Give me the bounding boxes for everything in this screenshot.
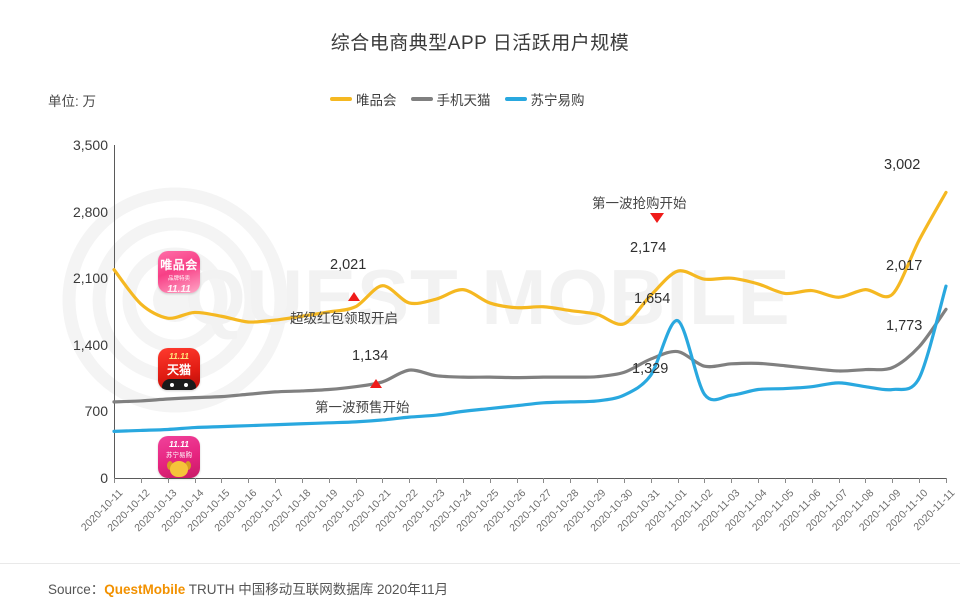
series-line-苏宁易购 bbox=[112, 284, 948, 433]
series-line-唯品会 bbox=[112, 190, 948, 326]
y-axis-ticks: 0 700 1,400 2,100 2,800 3,500 bbox=[34, 137, 108, 486]
legend-swatch-suning bbox=[504, 97, 527, 101]
source-prefix: Source： bbox=[48, 582, 105, 597]
legend-label-tmall: 手机天猫 bbox=[436, 93, 491, 108]
suning-dog-icon bbox=[170, 461, 188, 477]
y-axis-tick-label: 3,500 bbox=[72, 137, 108, 153]
source-line: Source：QuestMobile TRUTH 中国移动互联网数据库 2020… bbox=[48, 578, 448, 598]
app-icon-suning: 11.11 苏宁易购 bbox=[158, 436, 200, 478]
page-title: 综合电商典型APP 日活跃用户规模 bbox=[330, 33, 630, 54]
source-brand: QuestMobile bbox=[104, 582, 186, 597]
data-label-1134: 1,134 bbox=[352, 348, 389, 364]
series-line-手机天猫 bbox=[112, 307, 948, 404]
app-icon-vipshop-title: 唯品会 bbox=[160, 258, 198, 272]
y-axis-tick-label: 2,800 bbox=[72, 203, 108, 220]
chart-legend: 唯品会 手机天猫 苏宁易购 bbox=[330, 89, 585, 109]
data-label-2174: 2,174 bbox=[630, 240, 667, 256]
app-icon-tmall: 11.11 天猫 bbox=[158, 348, 200, 390]
annotation-marker-down-flashsale bbox=[650, 213, 664, 223]
tmall-cat-eye-right-icon bbox=[184, 383, 188, 387]
data-label-1654: 1,654 bbox=[634, 291, 671, 307]
app-icon-suning-title: 苏宁易购 bbox=[166, 452, 192, 459]
legend-swatch-vipshop bbox=[330, 97, 352, 101]
annotation-first-flashsale: 第一波抢购开始 bbox=[592, 196, 687, 211]
app-icon-vipshop: 唯品会 品牌特卖 11.11 bbox=[158, 251, 200, 293]
legend-item-suning[interactable]: 苏宁易购 bbox=[504, 89, 585, 109]
y-axis-tick-label: 700 bbox=[84, 403, 108, 420]
app-icon-tmall-title: 天猫 bbox=[166, 363, 191, 377]
data-label-2017: 2,017 bbox=[886, 258, 923, 274]
source-rest: TRUTH 中国移动互联网数据库 2020年11月 bbox=[185, 582, 449, 597]
data-label-2021: 2,021 bbox=[330, 257, 367, 273]
app-icon-vipshop-date: 11.11 bbox=[167, 284, 191, 293]
suning-dog-ear-right-icon bbox=[185, 461, 191, 470]
y-axis-tick-label: 2,100 bbox=[72, 270, 108, 287]
legend-label-vipshop: 唯品会 bbox=[356, 93, 397, 108]
annotation-first-presale: 第一波预售开始 bbox=[315, 400, 410, 415]
tmall-cat-eye-left-icon bbox=[170, 383, 174, 387]
data-label-1329: 1,329 bbox=[632, 361, 669, 377]
data-label-3002: 3,002 bbox=[884, 157, 921, 173]
annotation-super-redpacket: 超级红包领取开启 bbox=[290, 311, 398, 326]
annotation-marker-up-presale bbox=[370, 379, 382, 388]
app-icon-suning-date: 11.11 bbox=[168, 439, 189, 449]
unit-label: 单位: 万 bbox=[48, 94, 97, 109]
tmall-cat-face-icon bbox=[162, 379, 196, 390]
y-axis-tick-label: 0 bbox=[100, 470, 108, 486]
legend-label-suning: 苏宁易购 bbox=[530, 93, 585, 108]
x-axis-line bbox=[114, 478, 946, 479]
footer-divider bbox=[0, 563, 960, 564]
data-label-1773: 1,773 bbox=[886, 318, 923, 334]
legend-item-vipshop[interactable]: 唯品会 bbox=[330, 89, 397, 109]
y-axis-tick-label: 1,400 bbox=[72, 336, 108, 353]
annotation-marker-up-redpacket bbox=[348, 292, 360, 301]
app-icon-vipshop-subtitle: 品牌特卖 bbox=[167, 276, 190, 282]
app-icon-tmall-date: 11.11 bbox=[168, 351, 189, 361]
y-axis-line bbox=[114, 145, 115, 479]
legend-item-tmall[interactable]: 手机天猫 bbox=[410, 89, 491, 109]
legend-swatch-tmall bbox=[410, 97, 433, 101]
